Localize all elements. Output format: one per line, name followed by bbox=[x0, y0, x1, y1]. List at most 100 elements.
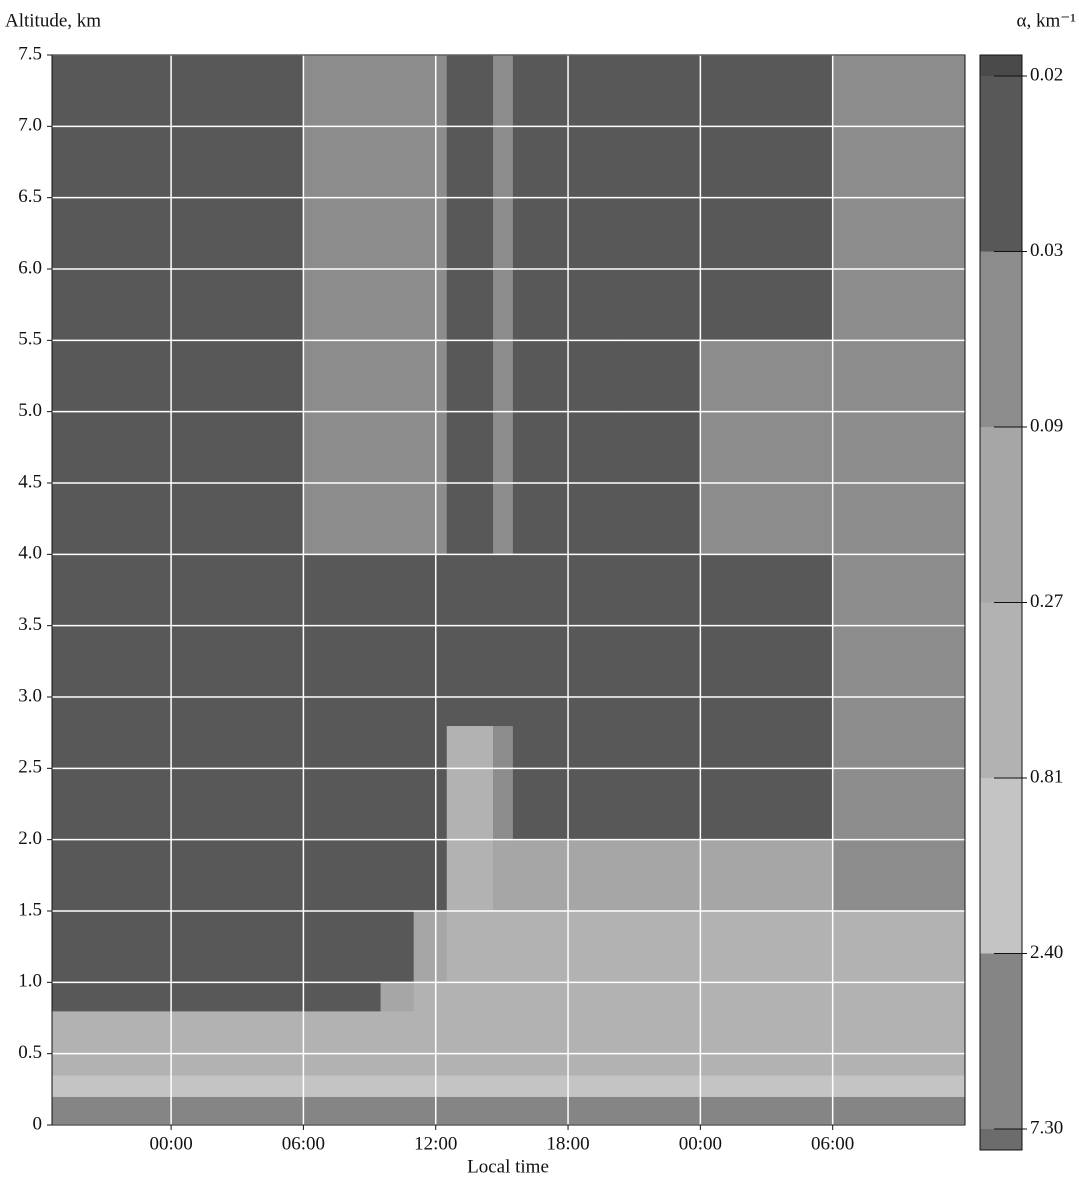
heatmap-cell bbox=[303, 725, 382, 841]
y-tick-label: 7.5 bbox=[18, 43, 42, 64]
heatmap-cell bbox=[446, 1096, 494, 1126]
colorbar-tick-label: 0.03 bbox=[1030, 240, 1063, 261]
heatmap-cell bbox=[171, 911, 304, 983]
heatmap-cell bbox=[545, 1075, 624, 1097]
y-tick-label: 3.5 bbox=[18, 614, 42, 635]
heatmap-cell bbox=[832, 1096, 966, 1126]
x-axis-label: Local time bbox=[467, 1156, 549, 1177]
y-axis-label: Altitude, km bbox=[5, 10, 101, 31]
colorbar-tick-label: 7.30 bbox=[1030, 1117, 1063, 1138]
heatmap-cell bbox=[380, 982, 415, 1012]
heatmap-cell bbox=[52, 911, 172, 983]
heatmap-cell bbox=[512, 982, 547, 1012]
heatmap-cell bbox=[446, 839, 494, 912]
colorbar-band bbox=[980, 953, 1022, 1129]
heatmap-cell bbox=[512, 1075, 547, 1097]
heatmap-cell bbox=[446, 725, 494, 841]
colorbar-label: α, km⁻¹ bbox=[1017, 10, 1077, 31]
y-tick-label: 3.0 bbox=[18, 685, 42, 706]
colorbar-band bbox=[980, 55, 1022, 76]
colorbar-band bbox=[980, 427, 1022, 603]
colorbar-band bbox=[980, 76, 1022, 252]
colorbar-tick-label: 0.81 bbox=[1030, 766, 1063, 787]
heatmap-cell bbox=[832, 554, 966, 727]
y-tick-label: 1.5 bbox=[18, 899, 42, 920]
heatmap-cell bbox=[545, 911, 624, 983]
colorbar-tick-label: 0.27 bbox=[1030, 591, 1063, 612]
heatmap-cell bbox=[623, 1096, 701, 1126]
heatmap-cell bbox=[380, 839, 415, 912]
heatmap-cell bbox=[545, 1010, 624, 1076]
y-tick-label: 0.5 bbox=[18, 1042, 42, 1063]
heatmap-cell bbox=[512, 839, 547, 912]
heatmap-cell bbox=[380, 340, 415, 555]
heatmap-cell bbox=[512, 911, 547, 983]
heatmap-cell bbox=[832, 1075, 966, 1097]
heatmap-cell bbox=[446, 1075, 494, 1097]
heatmap-cell bbox=[413, 911, 448, 983]
heatmap-cell bbox=[303, 340, 382, 555]
heatmap-cell bbox=[623, 911, 701, 983]
heatmap-cell bbox=[512, 725, 547, 841]
heatmap-cell bbox=[380, 1075, 415, 1097]
heatmap-cell bbox=[52, 839, 172, 912]
x-tick-label: 00:00 bbox=[679, 1133, 722, 1154]
colorbar-band bbox=[980, 251, 1022, 427]
heatmap-cell bbox=[512, 1010, 547, 1076]
heatmap-cell bbox=[171, 982, 304, 1012]
heatmap-cell bbox=[446, 340, 494, 555]
heatmap-cell bbox=[623, 725, 701, 841]
heatmap-cell bbox=[493, 340, 514, 555]
heatmap-cell bbox=[700, 982, 834, 1012]
heatmap-cell bbox=[700, 554, 834, 727]
x-tick-label: 00:00 bbox=[149, 1133, 192, 1154]
heatmap-cell bbox=[171, 554, 304, 727]
heatmap-cell bbox=[303, 1075, 382, 1097]
plot-frame bbox=[51, 54, 966, 1126]
x-tick-label: 12:00 bbox=[414, 1133, 457, 1154]
y-tick-label: 0 bbox=[33, 1113, 43, 1134]
heatmap-cell bbox=[413, 340, 448, 555]
heatmap-cell bbox=[493, 839, 514, 912]
colorbar-tick-label: 0.02 bbox=[1030, 64, 1063, 85]
heatmap-cell bbox=[493, 1075, 514, 1097]
y-tick-label: 6.0 bbox=[18, 257, 42, 278]
heatmap-cell bbox=[623, 554, 701, 727]
heatmap-cell bbox=[545, 340, 624, 555]
heatmap-cell bbox=[52, 554, 172, 727]
heatmap-cell bbox=[413, 1075, 448, 1097]
heatmap-cell bbox=[303, 1010, 382, 1076]
heatmap-cell bbox=[303, 911, 382, 983]
heatmap-cell bbox=[700, 1075, 834, 1097]
heatmap-cell bbox=[832, 911, 966, 983]
heatmap-cell bbox=[303, 982, 382, 1012]
heatmap-cell bbox=[700, 911, 834, 983]
heatmap-cell bbox=[171, 839, 304, 912]
heatmap-cell bbox=[171, 1096, 304, 1126]
heatmap-cell bbox=[413, 839, 448, 912]
y-tick-label: 2.0 bbox=[18, 828, 42, 849]
colorbar-band bbox=[980, 778, 1022, 954]
heatmap-cell bbox=[832, 340, 966, 555]
heatmap-cell bbox=[545, 1096, 624, 1126]
heatmap-cell bbox=[700, 340, 834, 555]
colorbar-band bbox=[980, 1129, 1022, 1150]
heatmap-cell bbox=[700, 1096, 834, 1126]
heatmap-cell bbox=[303, 554, 382, 727]
heatmap-cell bbox=[832, 1010, 966, 1076]
heatmap-cell bbox=[512, 340, 547, 555]
heatmap-cell bbox=[413, 725, 448, 841]
heatmap-cell bbox=[52, 1010, 172, 1076]
heatmap-cell bbox=[623, 1010, 701, 1076]
heatmap-cell bbox=[512, 554, 547, 727]
heatmap-cell bbox=[493, 1010, 514, 1076]
heatmap-cell bbox=[545, 839, 624, 912]
heatmap-cell bbox=[52, 725, 172, 841]
heatmap-cell bbox=[446, 554, 494, 727]
heatmap-cell bbox=[623, 839, 701, 912]
heatmap-cell bbox=[493, 911, 514, 983]
x-tick-label: 06:00 bbox=[282, 1133, 325, 1154]
y-tick-label: 4.5 bbox=[18, 471, 42, 492]
heatmap-cell bbox=[303, 839, 382, 912]
